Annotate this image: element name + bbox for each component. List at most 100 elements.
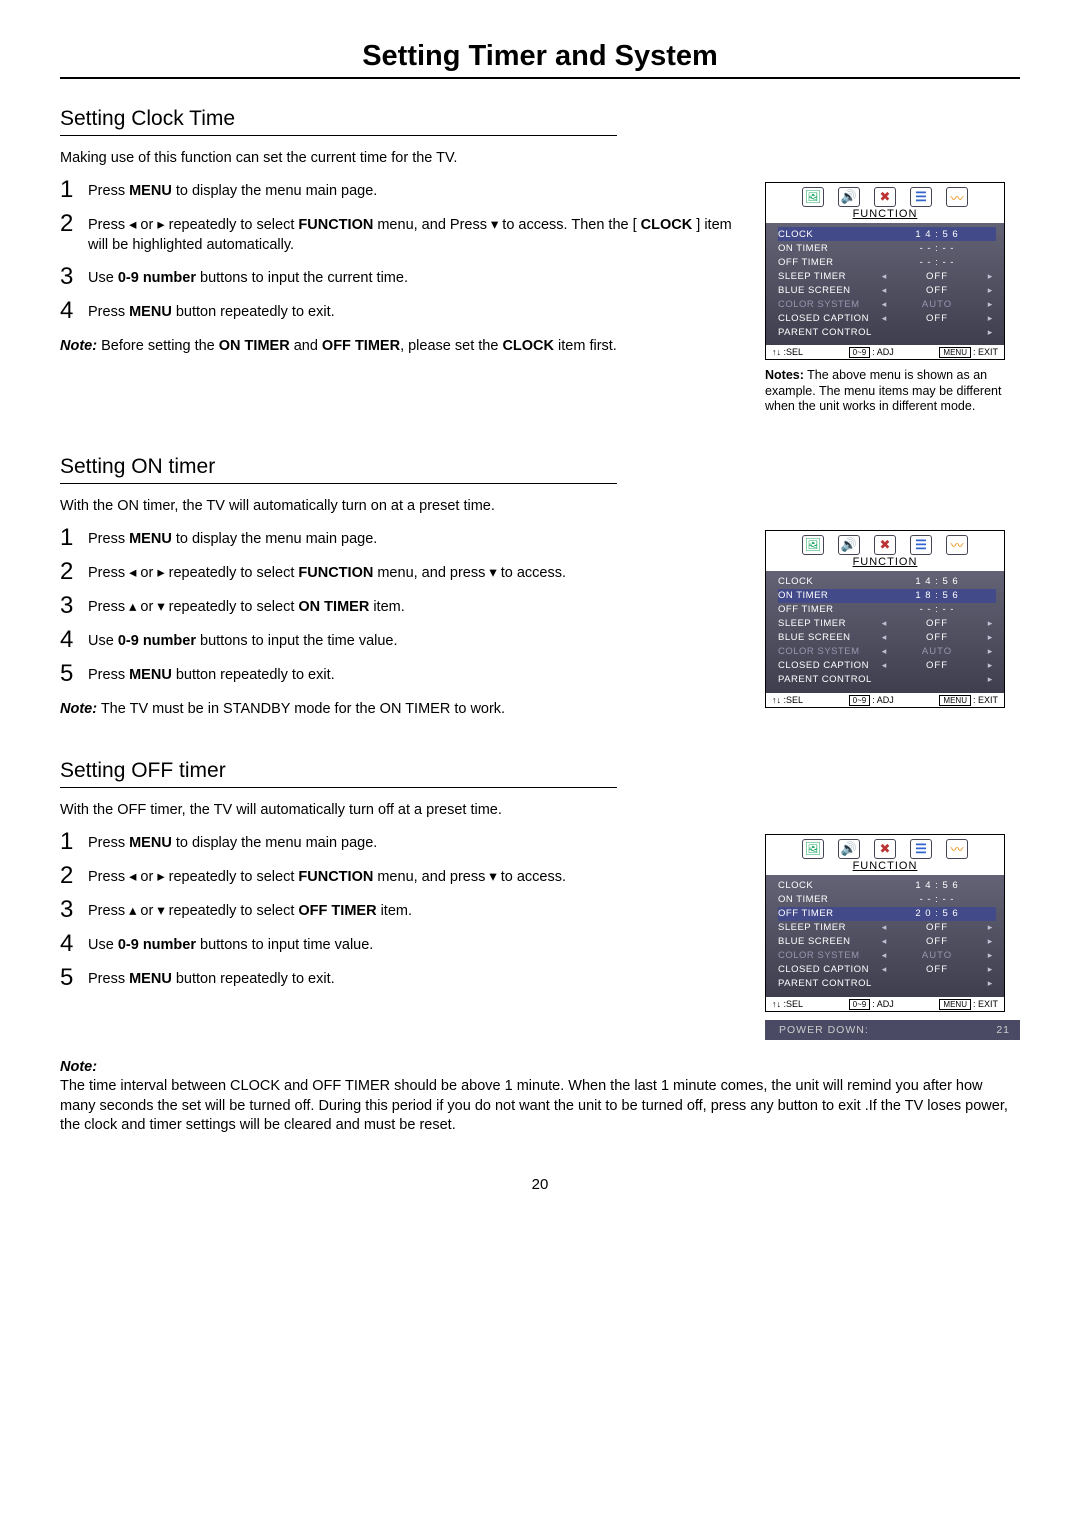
exit-hint: MENU: EXIT [939,999,998,1009]
power-down-bar: POWER DOWN: 21 [765,1020,1020,1040]
step-text: Press MENU button repeatedly to exit. [88,966,335,990]
exit-hint: MENU: EXIT [939,347,998,357]
step-text: Use 0-9 number buttons to input the curr… [88,265,408,289]
step-number: 3 [60,898,88,922]
footer-note: Note:The time interval between CLOCK and… [60,1058,1020,1136]
osd-row: CLOSED CAPTION◂OFF▸ [778,311,996,325]
step-text: Press MENU to display the menu main page… [88,178,377,202]
step-number: 2 [60,212,88,236]
osd-row: PARENT CONTROL ▸ [778,325,996,339]
osd-value: OFF [890,285,984,296]
osd-key: OFF TIMER [778,257,878,268]
osd-key: PARENT CONTROL [778,978,878,989]
osd-row: SLEEP TIMER◂OFF▸ [778,269,996,283]
function-tab-icon: ☰ [910,535,932,555]
clock-section-title: Setting Clock Time [60,107,617,136]
step-number: 1 [60,526,88,550]
osd-key: OFF TIMER [778,604,878,615]
osd-row: CLOSED CAPTION◂OFF▸ [778,659,996,673]
menu-note: Notes: The above menu is shown as an exa… [765,368,1020,415]
step-number: 4 [60,628,88,652]
wave-tab-icon: 〰 [946,187,968,207]
on-intro: With the ON timer, the TV will automatic… [60,498,1020,514]
step: 1Press MENU to display the menu main pag… [60,830,741,854]
left-arrow-icon: ◂ [878,950,890,961]
osd-key: COLOR SYSTEM [778,950,878,961]
power-down-value: 21 [996,1024,1010,1036]
right-arrow-icon: ▸ [984,618,996,629]
step: 4Use 0-9 number buttons to input the tim… [60,628,741,652]
step-number: 4 [60,299,88,323]
left-arrow-icon: ◂ [878,922,890,933]
picture-tab-icon: 🖼 [802,535,824,555]
audio-tab-icon: 🔊 [838,535,860,555]
right-arrow-icon: ▸ [984,978,996,989]
osd-row: BLUE SCREEN◂OFF▸ [778,283,996,297]
right-arrow-icon: ▸ [984,950,996,961]
osd-row: SLEEP TIMER◂OFF▸ [778,617,996,631]
osd-caption: FUNCTION [766,207,1004,223]
osd-footer: ↑↓ :SEL 0~9: ADJ MENU: EXIT [766,345,1004,359]
step-text: Press MENU button repeatedly to exit. [88,662,335,686]
right-arrow-icon: ▸ [984,285,996,296]
osd-row: PARENT CONTROL▸ [778,673,996,687]
osd-menu: 🖼🔊✖☰〰FUNCTIONCLOCK1 4 : 5 6ON TIMER1 8 :… [765,530,1005,708]
adj-hint: 0~9: ADJ [849,347,894,357]
step-text: Press MENU button repeatedly to exit. [88,299,335,323]
osd-value: - - : - - [890,894,984,905]
osd-row: CLOCK1 4 : 5 6 [778,227,996,241]
osd-key: COLOR SYSTEM [778,299,878,310]
right-arrow-icon: ▸ [984,271,996,282]
sel-hint: ↑↓ :SEL [772,695,803,705]
osd-value: OFF [890,632,984,643]
osd-row: PARENT CONTROL ▸ [778,977,996,991]
on-note: Note: The TV must be in STANDBY mode for… [60,700,741,719]
step: 3Press ▴ or ▾ repeatedly to select OFF T… [60,898,741,922]
right-arrow-icon: ▸ [984,632,996,643]
osd-key: SLEEP TIMER [778,922,878,933]
power-down-label: POWER DOWN: [779,1024,869,1036]
osd-row: OFF TIMER - - : - - [778,603,996,617]
osd-footer: ↑↓ :SEL0~9: ADJMENU: EXIT [766,997,1004,1011]
left-arrow-icon: ◂ [878,299,890,310]
right-arrow-icon: ▸ [984,299,996,310]
step-number: 3 [60,594,88,618]
off-intro: With the OFF timer, the TV will automati… [60,802,1020,818]
osd-menu: 🖼🔊✖☰〰FUNCTIONCLOCK1 4 : 5 6ON TIMER- - :… [765,182,1005,360]
sel-hint: ↑↓ :SEL [772,999,803,1009]
osd-tabs: 🖼🔊✖☰〰 [766,183,1004,207]
osd-row: COLOR SYSTEM◂AUTO▸ [778,297,996,311]
right-arrow-icon: ▸ [984,964,996,975]
osd-key: PARENT CONTROL [778,327,878,338]
wave-tab-icon: 〰 [946,839,968,859]
osd-row: COLOR SYSTEM◂AUTO▸ [778,645,996,659]
osd-value: OFF [890,964,984,975]
step-text: Press ▴ or ▾ repeatedly to select OFF TI… [88,898,412,922]
osd-row: CLOCK1 4 : 5 6 [778,575,996,589]
picture-tab-icon: 🖼 [802,187,824,207]
osd-value: OFF [890,271,984,282]
osd-footer: ↑↓ :SEL0~9: ADJMENU: EXIT [766,693,1004,707]
osd-key: BLUE SCREEN [778,936,878,947]
tools-tab-icon: ✖ [874,187,896,207]
osd-value: - - : - - [890,243,984,254]
osd-row: CLOSED CAPTION◂OFF▸ [778,963,996,977]
osd-key: CLOSED CAPTION [778,660,878,671]
page-title: Setting Timer and System [60,40,1020,79]
osd-row: SLEEP TIMER◂OFF▸ [778,921,996,935]
function-tab-icon: ☰ [910,187,932,207]
step: 1Press MENU to display the menu main pag… [60,526,741,550]
step: 5Press MENU button repeatedly to exit. [60,966,741,990]
osd-key: CLOCK [778,576,878,587]
osd-value: 1 8 : 5 6 [890,590,984,601]
step-text: Press ◂ or ▸ repeatedly to select FUNCTI… [88,212,741,255]
osd-key: COLOR SYSTEM [778,646,878,657]
osd-value: - - : - - [890,604,984,615]
right-arrow-icon: ▸ [984,327,996,338]
left-arrow-icon: ◂ [878,618,890,629]
osd-value: OFF [890,313,984,324]
tools-tab-icon: ✖ [874,535,896,555]
picture-tab-icon: 🖼 [802,839,824,859]
left-arrow-icon: ◂ [878,936,890,947]
sel-hint: ↑↓ :SEL [772,347,803,357]
